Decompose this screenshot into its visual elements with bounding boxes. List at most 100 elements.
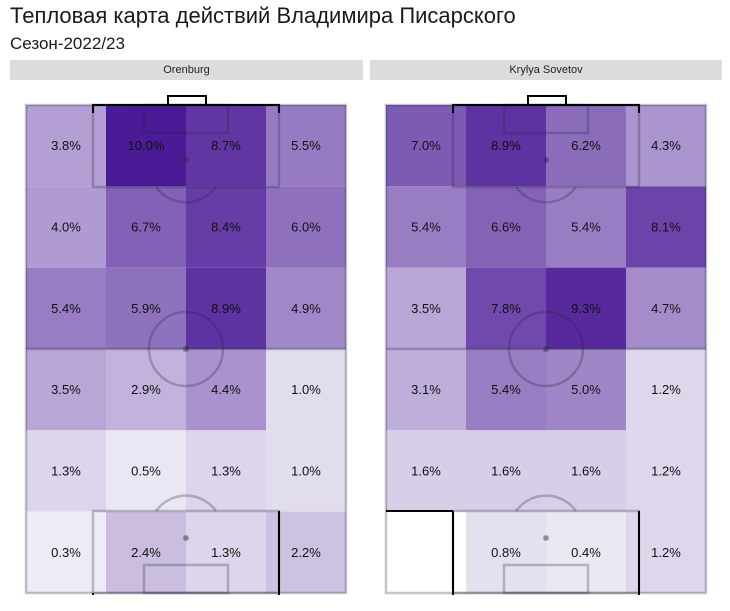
heatmap-cell — [626, 105, 706, 187]
center-spot — [542, 345, 550, 353]
cell-value-label: 5.4% — [411, 219, 441, 234]
cell-value-label: 5.4% — [491, 382, 521, 397]
cell-value-label: 1.2% — [651, 545, 681, 560]
penalty-spot-top — [182, 156, 190, 164]
center-circle — [147, 310, 225, 388]
cell-value-label: 9.3% — [571, 301, 601, 316]
center-circle — [507, 310, 585, 388]
cell-value-label: 1.2% — [651, 382, 681, 397]
heatmap-cell — [26, 430, 106, 512]
heatmap-cell — [546, 186, 626, 268]
cell-value-label: 5.9% — [131, 301, 161, 316]
heatmap-cell — [26, 105, 106, 187]
heatmap-cell — [626, 267, 706, 349]
cell-value-label: 3.5% — [51, 382, 81, 397]
cell-value-label: 8.9% — [491, 138, 521, 153]
heatmap-cell — [106, 348, 186, 431]
penalty-arc-top — [154, 186, 218, 204]
penalty-arc-top — [514, 186, 578, 204]
cell-value-label: 5.4% — [51, 301, 81, 316]
penalty-spot-bottom — [182, 534, 190, 542]
heatmap-cell — [106, 267, 186, 349]
heatmap-cell — [266, 267, 346, 349]
chart-subtitle: Сезон-2022/23 — [10, 34, 125, 53]
heatmap-cell — [186, 511, 266, 593]
cell-value-label: 7.8% — [491, 301, 521, 316]
heatmap-cell — [466, 267, 546, 349]
cell-value-label: 4.7% — [651, 301, 681, 316]
cell-value-label: 4.9% — [291, 301, 321, 316]
cell-value-label: 0.3% — [51, 545, 81, 560]
heatmap-cell — [106, 511, 186, 593]
heatmap-cell — [626, 430, 706, 512]
six-yard-box-bottom — [502, 563, 590, 595]
heatmap-cell — [26, 267, 106, 349]
pitch-markings-solid — [92, 95, 280, 595]
heatmap-cell — [386, 105, 466, 187]
heatmap-cell — [546, 430, 626, 512]
cell-value-label: 8.4% — [211, 219, 241, 234]
heatmap-cell — [626, 348, 706, 431]
cell-value-label: 6.2% — [571, 138, 601, 153]
cell-value-label: 5.5% — [291, 138, 321, 153]
heatmap-cell — [466, 348, 546, 431]
cell-value-label: 5.4% — [571, 219, 601, 234]
cell-value-label: 1.2% — [651, 463, 681, 478]
heatmap-cell — [266, 105, 346, 187]
penalty-arc-bottom — [154, 494, 218, 512]
cell-value-label: 3.1% — [411, 382, 441, 397]
panel-header-orenburg: Orenburg — [10, 60, 363, 80]
panel-header-krylya-sovetov: Krylya Sovetov — [370, 60, 722, 80]
cell-value-label: 6.0% — [291, 219, 321, 234]
cell-value-label: 2.4% — [131, 545, 161, 560]
heatmap-cell — [386, 267, 466, 349]
heatmap-cell — [466, 430, 546, 512]
cell-value-label: 4.4% — [211, 382, 241, 397]
penalty-box-top-edge — [452, 104, 640, 113]
heatmap-cell — [106, 430, 186, 512]
six-yard-box-bottom — [142, 563, 230, 595]
cell-value-label: 8.7% — [211, 138, 241, 153]
penalty-spot-top — [542, 156, 550, 164]
cell-value-label: 3.8% — [51, 138, 81, 153]
goal-top — [527, 95, 567, 105]
heatmap-cell — [546, 267, 626, 349]
chart-title: Тепловая карта действий Владимира Писарс… — [10, 3, 516, 28]
heatmap-cell — [546, 511, 626, 593]
heatmap-cell — [386, 430, 466, 512]
heatmap-panel-krylya-sovetov: 7.0% 8.9% 6.2% 4.3% 5.4% 6.6% 5.4% 8.1% 3.5% 7.8%… — [384, 95, 708, 595]
cell-value-label: 1.0% — [291, 382, 321, 397]
heatmap-cell — [466, 511, 546, 593]
heatmap-cell — [186, 430, 266, 512]
cell-value-label: 2.9% — [131, 382, 161, 397]
center-spot — [182, 345, 190, 353]
cell-value-label: 4.0% — [51, 219, 81, 234]
cell-value-label: 0.5% — [131, 463, 161, 478]
goal-top — [167, 95, 207, 105]
pitch-markings-solid — [386, 95, 640, 595]
heatmap-cell — [386, 348, 466, 431]
cell-value-label: 8.1% — [651, 219, 681, 234]
heatmap-cell — [466, 186, 546, 268]
heatmap-cell — [106, 186, 186, 268]
penalty-arc-bottom — [514, 494, 578, 512]
heatmap-cell — [26, 186, 106, 268]
cell-value-label: 5.0% — [571, 382, 601, 397]
heatmap-cell — [466, 105, 546, 187]
heatmap-cell — [266, 186, 346, 268]
heatmap-cell — [186, 186, 266, 268]
heatmap-cell — [546, 105, 626, 187]
cell-value-label: 4.3% — [651, 138, 681, 153]
cell-value-label: 7.0% — [411, 138, 441, 153]
cell-value-label: 10.0% — [128, 138, 165, 153]
cell-value-label: 3.5% — [411, 301, 441, 316]
heatmap-cell — [106, 105, 186, 187]
heatmap-cell — [186, 267, 266, 349]
cell-value-label: 0.4% — [571, 545, 601, 560]
cell-value-label: 1.6% — [411, 463, 441, 478]
cell-value-label: 1.3% — [51, 463, 81, 478]
heatmap-cell — [186, 105, 266, 187]
heatmap-cell — [386, 186, 466, 268]
penalty-spot-bottom — [542, 534, 550, 542]
